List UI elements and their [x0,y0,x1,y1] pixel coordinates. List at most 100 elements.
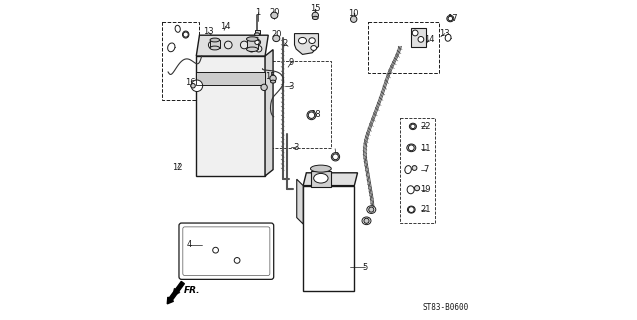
Circle shape [408,207,414,212]
Circle shape [411,124,415,129]
Circle shape [240,41,248,49]
Circle shape [191,80,203,92]
Circle shape [448,16,452,21]
Circle shape [255,40,259,44]
Ellipse shape [445,34,451,41]
Text: 12: 12 [173,164,183,172]
Ellipse shape [415,186,420,191]
FancyArrow shape [168,281,184,304]
Text: FR.: FR. [183,286,200,295]
Ellipse shape [310,165,331,172]
Ellipse shape [407,144,416,152]
Ellipse shape [408,206,415,213]
Ellipse shape [447,15,454,22]
Circle shape [224,41,232,49]
Ellipse shape [271,80,276,83]
Ellipse shape [311,46,317,50]
Circle shape [408,145,414,151]
Circle shape [213,247,218,253]
Text: 22: 22 [420,122,431,131]
Ellipse shape [412,166,417,170]
Text: 6: 6 [254,37,259,46]
Text: 3: 3 [294,143,299,152]
Ellipse shape [410,123,417,130]
Polygon shape [196,56,265,176]
Ellipse shape [271,12,278,19]
Bar [162,22,199,100]
Bar [210,40,220,48]
Text: 19: 19 [420,185,431,194]
Ellipse shape [367,206,376,213]
Text: 13: 13 [203,28,213,36]
Ellipse shape [405,166,412,173]
Text: 5: 5 [362,263,368,272]
Circle shape [270,75,276,82]
Bar [196,72,265,85]
Ellipse shape [309,38,315,44]
Ellipse shape [254,39,261,45]
Circle shape [183,32,189,37]
Ellipse shape [407,186,414,194]
Polygon shape [303,186,354,291]
Bar [259,61,331,148]
Text: 16: 16 [185,78,196,87]
Text: 2: 2 [282,39,287,48]
Text: 20: 20 [269,8,280,17]
Polygon shape [303,173,357,186]
Circle shape [308,112,315,118]
Polygon shape [294,34,318,54]
Bar [368,22,438,73]
Ellipse shape [362,217,371,225]
Circle shape [312,12,318,19]
Ellipse shape [210,46,220,50]
Ellipse shape [312,16,318,20]
Text: ST83-B0600: ST83-B0600 [423,303,469,312]
Ellipse shape [418,36,424,42]
Polygon shape [297,179,303,224]
Ellipse shape [331,153,340,161]
Circle shape [234,258,240,263]
Ellipse shape [168,43,175,52]
Ellipse shape [210,38,220,42]
Circle shape [350,16,357,22]
Bar [412,28,426,47]
Circle shape [261,84,268,91]
Circle shape [333,154,338,160]
Text: 9: 9 [289,58,294,67]
Polygon shape [265,50,273,176]
Bar [400,118,435,223]
Text: 7: 7 [423,165,429,174]
Bar [196,72,265,85]
Text: 20: 20 [271,30,282,39]
Circle shape [255,46,262,52]
Text: 13: 13 [440,29,450,38]
Ellipse shape [191,84,196,88]
Text: 8: 8 [333,152,339,161]
Text: 14: 14 [424,36,434,44]
Text: 14: 14 [220,22,231,31]
Text: 10: 10 [348,9,359,18]
Ellipse shape [299,37,306,44]
Text: 15: 15 [310,4,320,13]
Circle shape [364,218,369,223]
Polygon shape [196,35,268,56]
Circle shape [369,207,374,212]
Bar [311,171,331,187]
Text: 4: 4 [186,240,192,249]
Text: 17: 17 [448,14,458,23]
Ellipse shape [247,37,258,41]
Circle shape [208,41,216,49]
Bar [255,30,260,34]
Text: 18: 18 [310,110,320,119]
Text: 21: 21 [420,205,431,214]
Bar [247,39,258,49]
Text: 15: 15 [264,72,275,81]
Ellipse shape [307,111,316,120]
Ellipse shape [182,31,189,38]
Text: 3: 3 [289,82,294,91]
Ellipse shape [247,47,258,52]
Ellipse shape [313,173,328,183]
Ellipse shape [273,35,280,42]
Text: 11: 11 [420,144,431,153]
FancyBboxPatch shape [179,223,274,279]
